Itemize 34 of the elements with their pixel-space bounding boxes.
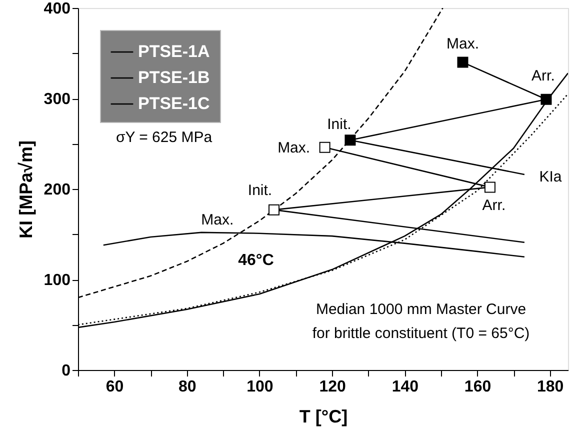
legend-label: PTSE-1A (138, 42, 210, 61)
annotation: Median 1000 mm Master Curve for brittle constituent (T0 = 65°C) (312, 301, 530, 342)
annotation: Max. (201, 211, 234, 228)
annotation: KIa (539, 168, 562, 186)
annotation: Init. (327, 116, 352, 134)
y-tick-label: 200 (44, 182, 71, 198)
point (344, 134, 356, 146)
point (484, 182, 496, 193)
x-tick-label: 140 (392, 378, 419, 396)
legend-label: PTSE-1B (138, 68, 210, 87)
legend-label: PTSE-1C (138, 94, 210, 113)
annotation: Max. (278, 139, 310, 156)
point (319, 142, 330, 153)
y-tick-label: 100 (44, 272, 71, 289)
annotation: Init. (248, 182, 272, 199)
annotation: Arr. (482, 197, 506, 214)
point (457, 56, 468, 68)
y-tick-label: 300 (44, 91, 71, 108)
point (540, 94, 552, 105)
x-tick-label: 160 (464, 378, 492, 396)
y-tick-label: 400 (44, 0, 71, 18)
point (268, 204, 280, 216)
annotation: 46°C (238, 252, 274, 269)
y-tick-label: 0 (62, 362, 71, 380)
x-tick-label: 180 (537, 378, 564, 396)
annotation: Max. (446, 35, 479, 52)
annotation: σY = 625 MPa (116, 129, 213, 146)
x-axis-title: T [°C] (299, 406, 348, 426)
x-tick-label: 100 (246, 378, 274, 396)
x-tick-label: 80 (178, 378, 196, 396)
annotation: Arr. (532, 67, 555, 84)
x-tick-label: 120 (319, 378, 346, 396)
x-tick-label: 60 (106, 378, 124, 396)
y-axis-title: KI [MPa√m] (16, 140, 36, 238)
